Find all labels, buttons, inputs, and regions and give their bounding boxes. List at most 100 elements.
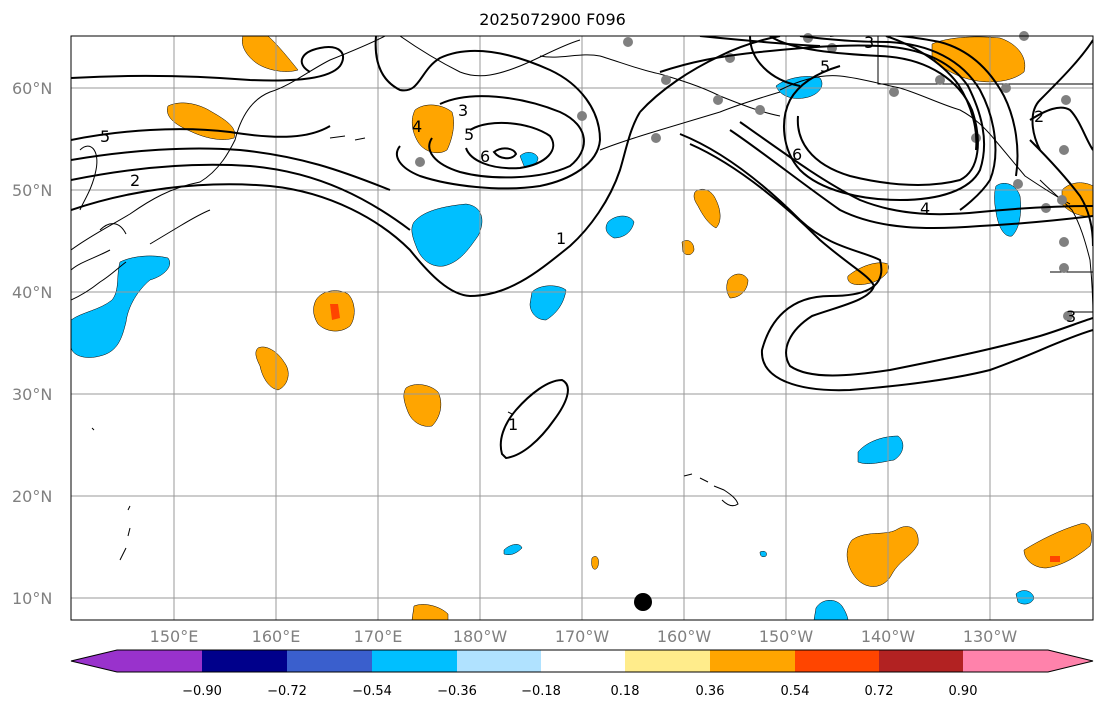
positive-anomaly-area — [255, 346, 289, 391]
reference-point-marker — [634, 593, 652, 611]
contour-label: 1 — [508, 415, 518, 434]
lat-label: 10°N — [12, 589, 52, 608]
station-dot — [1057, 195, 1067, 205]
graticule — [71, 36, 1093, 620]
colorbar-segment — [1048, 650, 1093, 672]
positive-anomaly-area — [411, 604, 449, 620]
negative-anomaly-area — [813, 600, 849, 620]
lon-label: 160°W — [657, 627, 712, 646]
positive-anomaly-area — [846, 526, 919, 587]
contour-label: 3 — [1066, 307, 1076, 326]
colorbar-tick-label: 0.54 — [781, 684, 810, 699]
lat-label: 20°N — [12, 487, 52, 506]
lon-label: 160°E — [252, 627, 301, 646]
positive-anomaly-area — [1023, 523, 1092, 569]
station-dot — [889, 87, 899, 97]
colorbar-segment — [372, 650, 457, 672]
positive-anomaly-area — [591, 556, 599, 570]
contour-label-group: 5 2 4 3 5 6 1 3 5 6 4 2 1 3 — [100, 33, 1076, 434]
station-dot — [713, 95, 723, 105]
contour-label: 5 — [820, 57, 830, 76]
station-dot — [415, 157, 425, 167]
contour-label: 6 — [480, 147, 490, 166]
contour-label: 3 — [864, 33, 874, 52]
lon-label: 130°W — [963, 627, 1018, 646]
lon-label: 150°W — [759, 627, 814, 646]
colorbar-segment — [963, 650, 1048, 672]
negative-anomaly-area — [759, 550, 767, 558]
colorbar-segment — [879, 650, 963, 672]
station-dot — [1059, 145, 1069, 155]
station-dot — [1063, 311, 1073, 321]
lat-label: 50°N — [12, 181, 52, 200]
lon-label: 150°E — [150, 627, 199, 646]
positive-anomaly-area — [403, 384, 442, 427]
station-dot — [1059, 237, 1069, 247]
station-dot — [1001, 83, 1011, 93]
station-dot — [935, 75, 945, 85]
station-dot — [1059, 263, 1069, 273]
station-dot — [577, 111, 587, 121]
contour-label: 4 — [412, 117, 422, 136]
colorbar-tick-label: −0.90 — [182, 684, 222, 699]
colorbar-tick-label: −0.36 — [437, 684, 477, 699]
colorbar-segment — [202, 650, 287, 672]
positive-anomaly-area — [411, 104, 454, 153]
longitude-labels: 150°E 160°E 170°E 180°W 170°W 160°W 150°… — [150, 627, 1018, 646]
contour-label: 5 — [464, 125, 474, 144]
colorbar-segment — [541, 650, 625, 672]
colorbar-segment — [117, 650, 202, 672]
lon-label: 170°W — [555, 627, 610, 646]
contour-label: 5 — [100, 127, 110, 146]
station-dot — [1061, 95, 1071, 105]
lon-label: 180°W — [453, 627, 508, 646]
positive-anomaly-area — [242, 36, 299, 72]
contour-label: 1 — [556, 229, 566, 248]
colorbar-segment — [287, 650, 372, 672]
lat-label: 60°N — [12, 79, 52, 98]
positive-anomaly-area — [167, 102, 236, 140]
station-dot — [623, 37, 633, 47]
colorbar-segment — [457, 650, 541, 672]
colorbar-segment — [625, 650, 710, 672]
negative-anomaly-area — [529, 285, 567, 321]
shading-layer — [71, 36, 1093, 620]
station-dot — [755, 105, 765, 115]
colorbar — [70, 649, 1094, 673]
colorbar-ticks: −0.90 −0.72 −0.54 −0.36 −0.18 0.18 0.36 … — [182, 684, 977, 699]
negative-anomaly-area — [503, 544, 523, 555]
contour-label: 2 — [130, 171, 140, 190]
colorbar-segment — [710, 650, 795, 672]
map-title: 2025072900 F096 — [479, 10, 626, 29]
lat-label: 40°N — [12, 283, 52, 302]
contour-label: 2 — [1034, 107, 1044, 126]
latitude-labels: 60°N 50°N 40°N 30°N 20°N 10°N — [12, 79, 52, 608]
lon-label: 140°W — [861, 627, 916, 646]
negative-anomaly-area — [857, 435, 904, 464]
map-frame — [70, 35, 1094, 621]
positive-anomaly-area — [681, 240, 695, 255]
colorbar-segment — [795, 650, 879, 672]
lon-label: 170°E — [354, 627, 403, 646]
station-dot — [651, 133, 661, 143]
coastlines — [71, 36, 1093, 561]
positive-anomaly-area — [726, 273, 749, 299]
negative-anomaly-area — [411, 203, 483, 267]
positive-anomaly-area — [1050, 556, 1060, 562]
colorbar-tick-label: 0.90 — [949, 684, 978, 699]
positive-anomaly-area — [693, 189, 721, 229]
negative-anomaly-area — [605, 215, 635, 239]
colorbar-tick-label: −0.54 — [352, 684, 392, 699]
contour-label: 3 — [458, 101, 468, 120]
colorbar-tick-label: −0.18 — [521, 684, 561, 699]
colorbar-tick-label: 0.36 — [696, 684, 725, 699]
contour-label: 4 — [920, 199, 930, 218]
colorbar-tick-label: 0.72 — [865, 684, 894, 699]
colorbar-tick-label: −0.72 — [267, 684, 307, 699]
station-dot — [1013, 179, 1023, 189]
contour-lines — [71, 36, 1093, 460]
colorbar-outline — [70, 649, 1094, 673]
contour-label: 6 — [792, 145, 802, 164]
colorbar-tick-label: 0.18 — [611, 684, 640, 699]
